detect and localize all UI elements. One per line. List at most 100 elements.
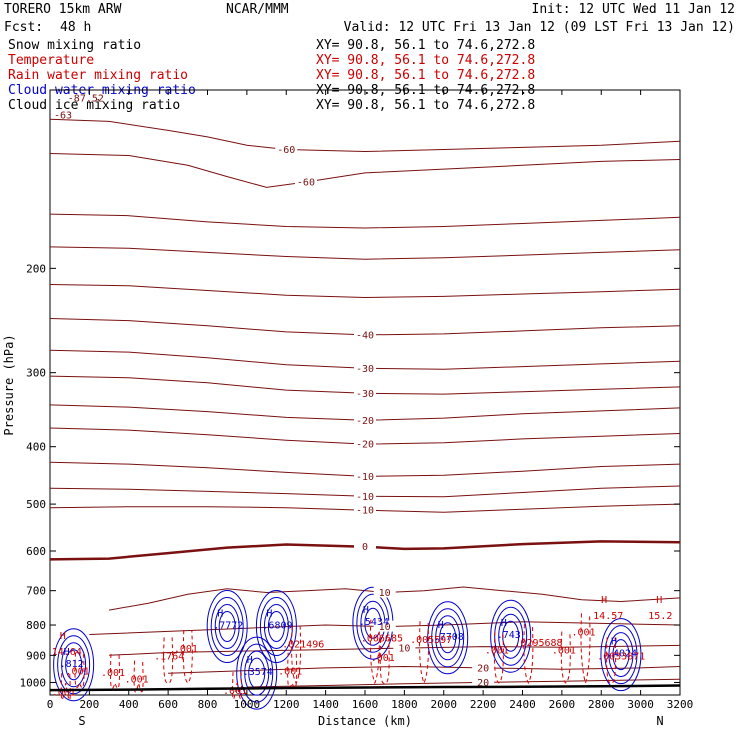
terrain-line	[49, 684, 681, 692]
cloud-water-max-marker: H	[266, 609, 272, 620]
x-tick-label: 600	[158, 698, 178, 711]
rain-water-label: .001	[485, 646, 509, 657]
temperature-contour-label: -60	[277, 145, 295, 156]
contour-label-bg	[373, 620, 396, 632]
temperature-contour-label: -30	[356, 389, 374, 400]
cloud-water-contour	[604, 625, 638, 685]
cloud-water-max-label: .5434	[359, 617, 389, 628]
cloud-water-max-label: .7708	[434, 632, 464, 643]
contour-label-bg	[354, 470, 376, 482]
rain-water-label: .1764	[154, 651, 184, 662]
cloud-water-contour	[494, 606, 528, 666]
x-tick-label: 2000	[431, 698, 458, 711]
x-tick-label: 1200	[273, 698, 300, 711]
contour-label-bg	[354, 540, 376, 552]
cloud-water-contour	[53, 628, 95, 702]
rain-water-label: .001	[223, 686, 247, 697]
contour-label-bg	[472, 676, 495, 688]
cloud-water-max-label: .743	[497, 630, 521, 641]
contour-label-bg	[294, 176, 317, 188]
temperature-contour-label: -20	[356, 416, 374, 427]
rain-water-contour	[287, 652, 298, 689]
temperature-contour-label: 10	[379, 588, 391, 599]
y-tick-label: 200	[26, 262, 46, 275]
x-tick-label: 1600	[352, 698, 379, 711]
cloud-water-max-marker: H	[247, 655, 253, 666]
x-tick-label: 800	[198, 698, 218, 711]
temperature-contour	[49, 153, 681, 188]
x-tick-label: 0	[47, 698, 54, 711]
temperature-contour-label: -20	[356, 440, 374, 451]
rain-max-marker: H	[60, 631, 66, 642]
rain-water-contour	[109, 653, 120, 689]
cloud-water-max-marker: H	[217, 609, 223, 620]
cloud-water-contour	[214, 604, 240, 650]
cloud-water-contour	[244, 650, 270, 696]
cloud-water-contour	[490, 599, 532, 673]
cloud-water-max-label: .4024	[607, 649, 637, 660]
cloud-water-max-marker: H	[438, 620, 444, 631]
cloud-water-max-marker: H	[611, 637, 617, 648]
temperature-min-label: -63	[54, 111, 72, 122]
field-rain: Rain water mixing ratio	[8, 68, 188, 83]
contour-label-bg	[354, 504, 376, 516]
cloud-water-max-label: .7772	[213, 621, 243, 632]
cloud-water-contour	[218, 611, 236, 643]
temperature-contour-label: -30	[356, 364, 374, 375]
y-axis-label: Pressure (hPa)	[2, 334, 16, 435]
rain-water-label: .0033871	[597, 651, 645, 662]
cloud-water-contour	[431, 608, 465, 668]
rain-water-label: .001	[371, 653, 395, 664]
contour-label-bg	[354, 362, 376, 374]
contour-label-bg	[275, 143, 298, 155]
fcst-value: 48 h	[60, 20, 91, 35]
rain-water-contour	[419, 621, 430, 685]
temperature-min-label: -87.52	[68, 94, 104, 105]
temperature-contour	[49, 284, 681, 299]
x-tick-label: 2200	[470, 698, 497, 711]
rain-water-label: 14.57	[593, 611, 623, 622]
cloud-water-max-label: .812	[60, 659, 84, 670]
rain-water-label: .005597	[410, 635, 452, 646]
cloud-water-max-marker: H	[64, 647, 70, 658]
rain-water-contour	[74, 652, 85, 689]
cloud-water-contour	[210, 597, 244, 657]
cloud-water-contour	[267, 611, 285, 643]
cloud-water-max-marker: H	[363, 605, 369, 616]
temperature-contour	[49, 118, 681, 153]
rain-water-label: .0295688	[514, 638, 562, 649]
rain-water-label: .001	[278, 667, 302, 678]
contour-label-bg	[354, 387, 376, 399]
rain-water-label: .006685	[361, 634, 403, 645]
temperature-contour-label: -10	[356, 506, 374, 517]
rain-water-contour	[369, 619, 380, 685]
rain-water-label: .001	[125, 675, 149, 686]
x-tick-label: 1400	[312, 698, 339, 711]
rain-water-contour	[606, 637, 617, 684]
rain-water-contour	[133, 660, 144, 693]
cloud-water-contour	[427, 601, 469, 675]
field-snow: Snow mixing ratio	[8, 38, 141, 53]
rain-water-label: .001	[174, 644, 198, 655]
xy-temperature: XY= 90.8, 56.1 to 74.6,272.8	[316, 53, 535, 68]
x-tick-label: 200	[79, 698, 99, 711]
temperature-contours	[49, 118, 681, 688]
y-tick-label: 500	[26, 498, 46, 511]
rain-water-label: .001	[572, 627, 596, 638]
x-axis-ticks: 0 200 400 600 800 1000 1200 1400 1600 1800 2000 220…	[47, 90, 693, 711]
temperature-contour-label: -10	[356, 472, 374, 483]
rain-water-contour	[580, 613, 591, 685]
x-axis-label: Distance (km)	[318, 714, 412, 728]
cloud-water-contour	[439, 622, 457, 654]
y-tick-label: 800	[26, 619, 46, 632]
x-tick-label: 3000	[627, 698, 654, 711]
contour-label-bg	[393, 642, 416, 654]
x-axis-right-end-label: N	[656, 714, 663, 728]
x-tick-label: 2600	[549, 698, 576, 711]
contour-label-bg	[472, 661, 495, 673]
x-tick-label: 2800	[588, 698, 615, 711]
cloud-water-contour	[263, 604, 289, 650]
cloud-water-max-label: .6809	[262, 621, 292, 632]
field-temperature: Temperature	[8, 53, 94, 68]
